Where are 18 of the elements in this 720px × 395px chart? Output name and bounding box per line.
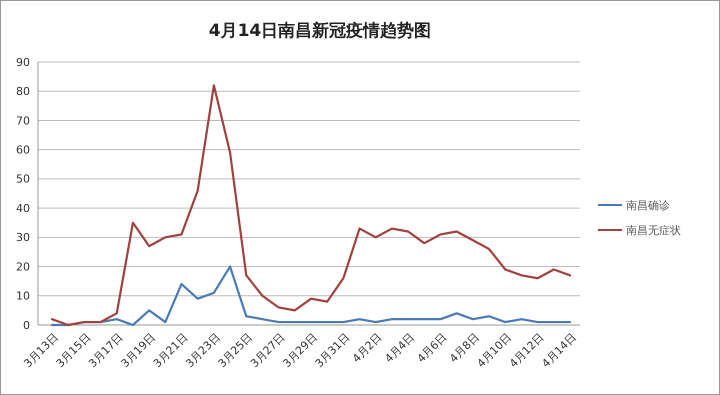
y-tick-label: 20 bbox=[16, 260, 30, 274]
line-series bbox=[50, 265, 572, 326]
y-tick-label: 50 bbox=[16, 172, 30, 186]
legend-label: 南昌无症状 bbox=[626, 224, 681, 237]
y-tick-label: 40 bbox=[16, 202, 30, 215]
legend-label: 南昌确诊 bbox=[626, 198, 670, 212]
line-series bbox=[50, 84, 572, 326]
y-tick-label: 10 bbox=[16, 290, 30, 303]
y-tick-label: 80 bbox=[16, 85, 30, 98]
x-tick-label: 4月2日 bbox=[350, 330, 385, 366]
x-tick-label: 4月4日 bbox=[382, 330, 417, 366]
y-tick-label: 0 bbox=[23, 318, 30, 332]
x-tick-label: 4月6日 bbox=[414, 330, 450, 366]
y-tick-label: 90 bbox=[16, 56, 30, 69]
y-tick-label: 60 bbox=[16, 144, 30, 157]
y-tick-label: 30 bbox=[16, 231, 30, 244]
chart-title: 4月14日南昌新冠疫情趋势图 bbox=[208, 21, 432, 41]
y-tick-label: 70 bbox=[16, 114, 30, 128]
